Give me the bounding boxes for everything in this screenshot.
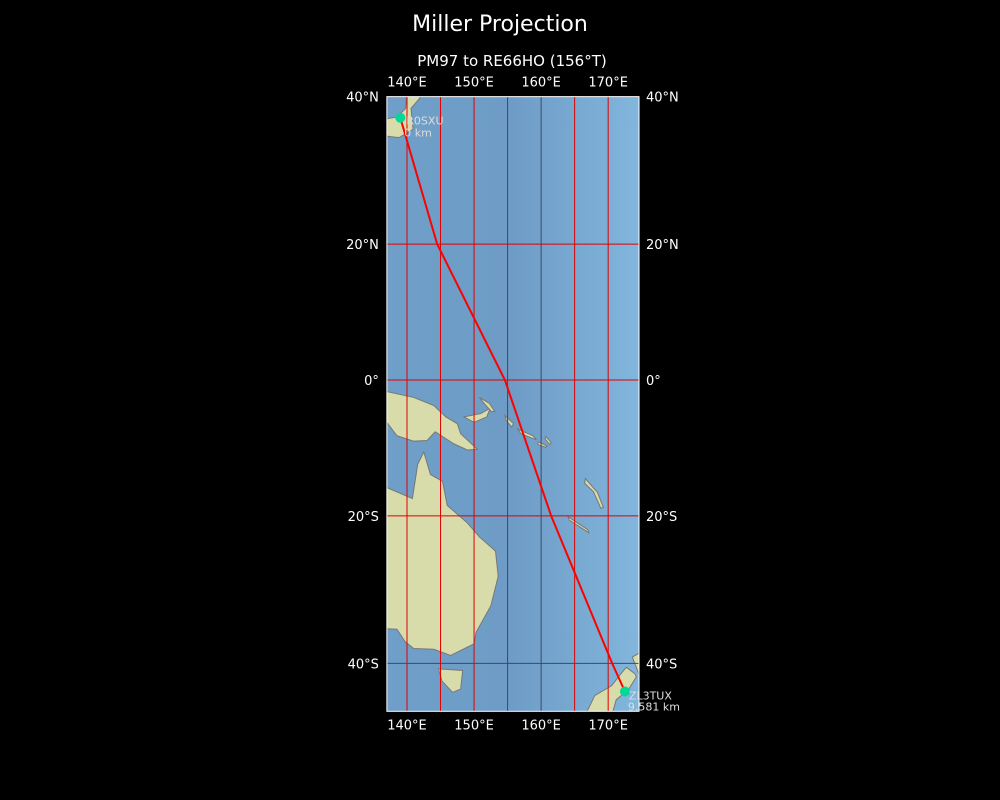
lon-tick-top: 140°E (387, 76, 427, 91)
lat-tick-right: 40°S (646, 657, 677, 672)
route-line (399, 117, 626, 692)
map-frame (386, 96, 640, 712)
landmass-new-ireland (479, 397, 496, 413)
landmass-bougainville (503, 413, 515, 428)
lat-tick-left: 20°N (346, 238, 379, 253)
lon-tick-bottom: 150°E (454, 718, 494, 733)
lat-tick-right: 20°N (646, 238, 679, 253)
landmass-solomons3 (544, 435, 552, 446)
lon-tick-bottom: 170°E (588, 718, 628, 733)
landmass-new-guinea (386, 391, 479, 451)
lat-tick-left: 20°S (348, 510, 379, 525)
landmass-australia (386, 450, 499, 657)
end-marker (619, 686, 630, 697)
map-subtitle: PM97 to RE66HO (156°T) (417, 52, 607, 70)
start-distance: 0 km (404, 127, 432, 140)
start-marker (395, 112, 406, 123)
landmass-solomons2 (537, 441, 549, 448)
landmass-new-caledonia (566, 515, 590, 534)
start-label: R0SXU (406, 115, 443, 128)
lat-tick-left: 0° (364, 374, 379, 389)
map-title: Miller Projection (412, 12, 588, 37)
lat-tick-left: 40°N (346, 91, 379, 106)
lat-tick-right: 20°S (646, 510, 677, 525)
lat-tick-right: 0° (646, 374, 661, 389)
end-distance: 9,581 km (628, 700, 680, 713)
lat-tick-left: 40°S (348, 657, 379, 672)
lon-tick-top: 170°E (588, 76, 628, 91)
landmass-vanuatu (584, 477, 605, 509)
lon-tick-bottom: 140°E (387, 718, 427, 733)
end-label: ZL3TUX (629, 689, 672, 702)
lon-tick-top: 160°E (521, 76, 561, 91)
lat-tick-right: 40°N (646, 91, 679, 106)
landmass-new-britain (462, 407, 492, 423)
landmass-nz-south (586, 666, 637, 712)
lon-tick-bottom: 160°E (521, 718, 561, 733)
lon-tick-top: 150°E (454, 76, 494, 91)
landmass-tasmania (437, 668, 464, 693)
